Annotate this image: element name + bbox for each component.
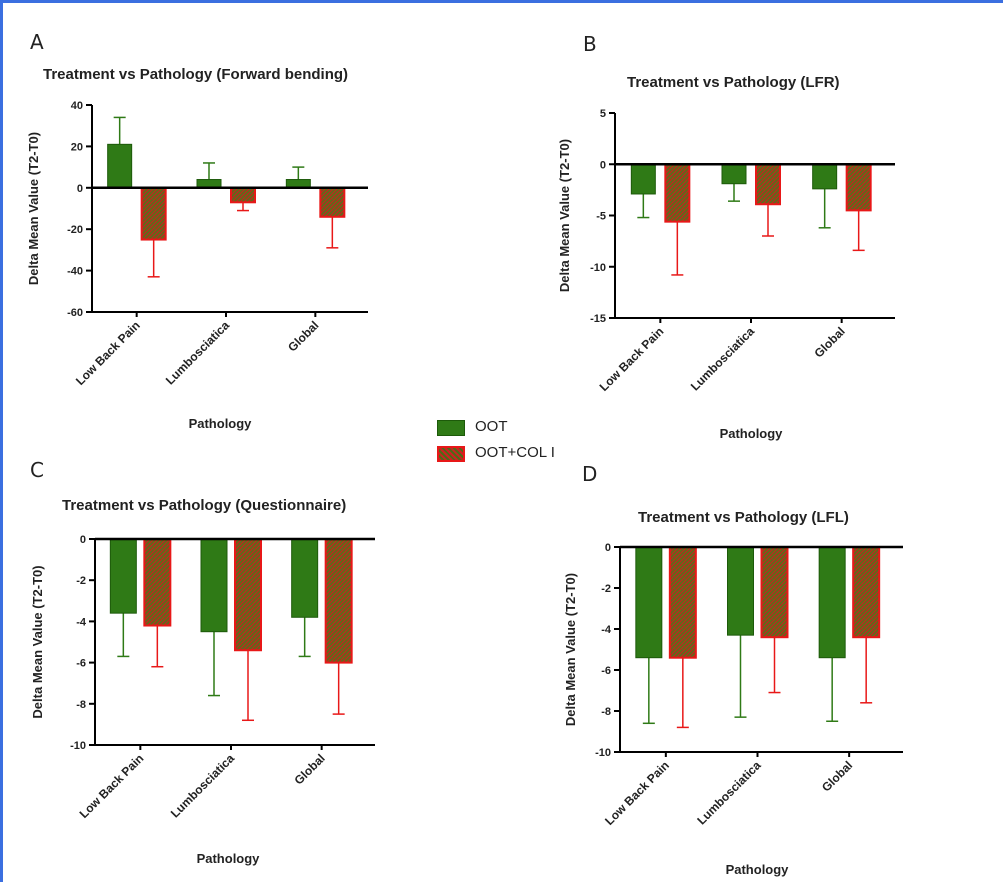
y-tick-label-a: -60 bbox=[67, 307, 83, 319]
y-tick-label-a: -20 bbox=[67, 224, 83, 236]
y-tick-label-d: -2 bbox=[601, 583, 611, 595]
bar-c-oot-col-0 bbox=[143, 538, 172, 627]
x-tick-label-c: Low Back Pain bbox=[77, 751, 147, 821]
x-axis-title-b: Pathology bbox=[720, 426, 784, 441]
bar-c-oot-0 bbox=[109, 538, 137, 614]
legend: OOT OOT+COL I bbox=[437, 418, 597, 470]
x-tick-label-c: Lumbosciatica bbox=[168, 751, 238, 821]
bar-c-oot-col-1 bbox=[234, 538, 262, 652]
bar-b-oot-col-1 bbox=[755, 163, 781, 206]
bar-c-oot-1 bbox=[200, 538, 228, 633]
chart-title-c: Treatment vs Pathology (Questionnaire) bbox=[62, 497, 347, 514]
y-tick-label-b: -10 bbox=[590, 262, 606, 274]
legend-item-oot-col: OOT+COL I bbox=[437, 444, 597, 470]
x-axis-title-d: Pathology bbox=[726, 862, 790, 877]
panel-letter-d: D bbox=[582, 462, 598, 486]
bar-d-oot-0 bbox=[635, 546, 663, 659]
bar-d-oot-col-1 bbox=[760, 546, 789, 639]
y-tick-label-d: -6 bbox=[601, 665, 611, 677]
y-tick-label-a: -40 bbox=[67, 266, 83, 278]
y-tick-label-c: -10 bbox=[70, 740, 86, 752]
bar-b-oot-1 bbox=[721, 163, 747, 185]
bar-c-oot-2 bbox=[291, 538, 319, 618]
y-tick-label-a: 20 bbox=[71, 141, 83, 153]
bar-a-oot-col-0 bbox=[140, 186, 167, 241]
legend-item-oot: OOT bbox=[437, 418, 597, 444]
y-tick-label-d: -4 bbox=[601, 624, 612, 636]
panel-letter-a: A bbox=[30, 30, 44, 54]
bar-d-oot-2 bbox=[818, 546, 846, 659]
chart-title-a: Treatment vs Pathology (Forward bending) bbox=[43, 66, 349, 83]
panel-letter-b: B bbox=[583, 32, 597, 56]
x-tick-label-d: Low Back Pain bbox=[602, 758, 672, 828]
y-tick-label-c: -6 bbox=[76, 658, 86, 670]
bar-b-oot-0 bbox=[630, 163, 656, 195]
y-axis-title-d: Delta Mean Value (T2-T0) bbox=[563, 573, 578, 726]
x-axis-title-c: Pathology bbox=[197, 851, 261, 866]
y-axis-title-b: Delta Mean Value (T2-T0) bbox=[557, 139, 572, 292]
panel-letter-c: C bbox=[30, 458, 44, 482]
legend-label-oot: OOT bbox=[475, 418, 508, 435]
x-axis-title-a: Pathology bbox=[189, 416, 253, 431]
y-tick-label-c: -4 bbox=[76, 616, 87, 628]
x-tick-label-c: Global bbox=[291, 751, 327, 787]
y-tick-label-a: 40 bbox=[71, 100, 83, 112]
y-tick-label-b: 0 bbox=[600, 159, 606, 171]
x-tick-label-a: Low Back Pain bbox=[73, 318, 143, 388]
y-tick-label-b: 5 bbox=[600, 108, 606, 120]
x-tick-label-b: Low Back Pain bbox=[597, 324, 667, 394]
bar-c-oot-col-2 bbox=[324, 538, 353, 664]
y-tick-label-c: 0 bbox=[80, 534, 86, 546]
y-tick-label-d: -10 bbox=[595, 747, 611, 759]
y-tick-label-b: -15 bbox=[590, 313, 606, 325]
bar-d-oot-1 bbox=[727, 546, 754, 636]
x-tick-label-b: Lumbosciatica bbox=[688, 324, 758, 394]
bar-a-oot-col-1 bbox=[230, 186, 256, 204]
x-tick-label-a: Lumbosciatica bbox=[163, 318, 233, 388]
chart-title-b: Treatment vs Pathology (LFR) bbox=[627, 74, 840, 91]
bar-d-oot-col-0 bbox=[668, 546, 697, 659]
bar-d-oot-col-2 bbox=[852, 546, 881, 639]
x-tick-label-d: Global bbox=[819, 758, 855, 794]
legend-swatch-oot bbox=[437, 420, 465, 436]
x-tick-label-b: Global bbox=[811, 324, 847, 360]
legend-label-oot-col: OOT+COL I bbox=[475, 444, 555, 461]
y-tick-label-d: -8 bbox=[601, 706, 611, 718]
x-tick-label-a: Global bbox=[285, 318, 321, 354]
chart-title-d: Treatment vs Pathology (LFL) bbox=[638, 509, 849, 526]
bar-a-oot-0 bbox=[107, 143, 133, 189]
y-axis-title-a: Delta Mean Value (T2-T0) bbox=[26, 132, 41, 285]
y-axis-title-c: Delta Mean Value (T2-T0) bbox=[30, 565, 45, 718]
x-tick-label-d: Lumbosciatica bbox=[694, 758, 764, 828]
y-tick-label-c: -2 bbox=[76, 575, 86, 587]
bar-b-oot-col-2 bbox=[845, 163, 872, 212]
bar-a-oot-col-2 bbox=[319, 186, 346, 218]
bar-b-oot-2 bbox=[812, 163, 838, 190]
y-tick-label-c: -8 bbox=[76, 699, 86, 711]
y-tick-label-a: 0 bbox=[77, 183, 83, 195]
bar-b-oot-col-0 bbox=[664, 163, 691, 223]
y-tick-label-b: -5 bbox=[596, 211, 606, 223]
y-tick-label-d: 0 bbox=[605, 542, 611, 554]
legend-swatch-oot-col bbox=[437, 446, 465, 462]
